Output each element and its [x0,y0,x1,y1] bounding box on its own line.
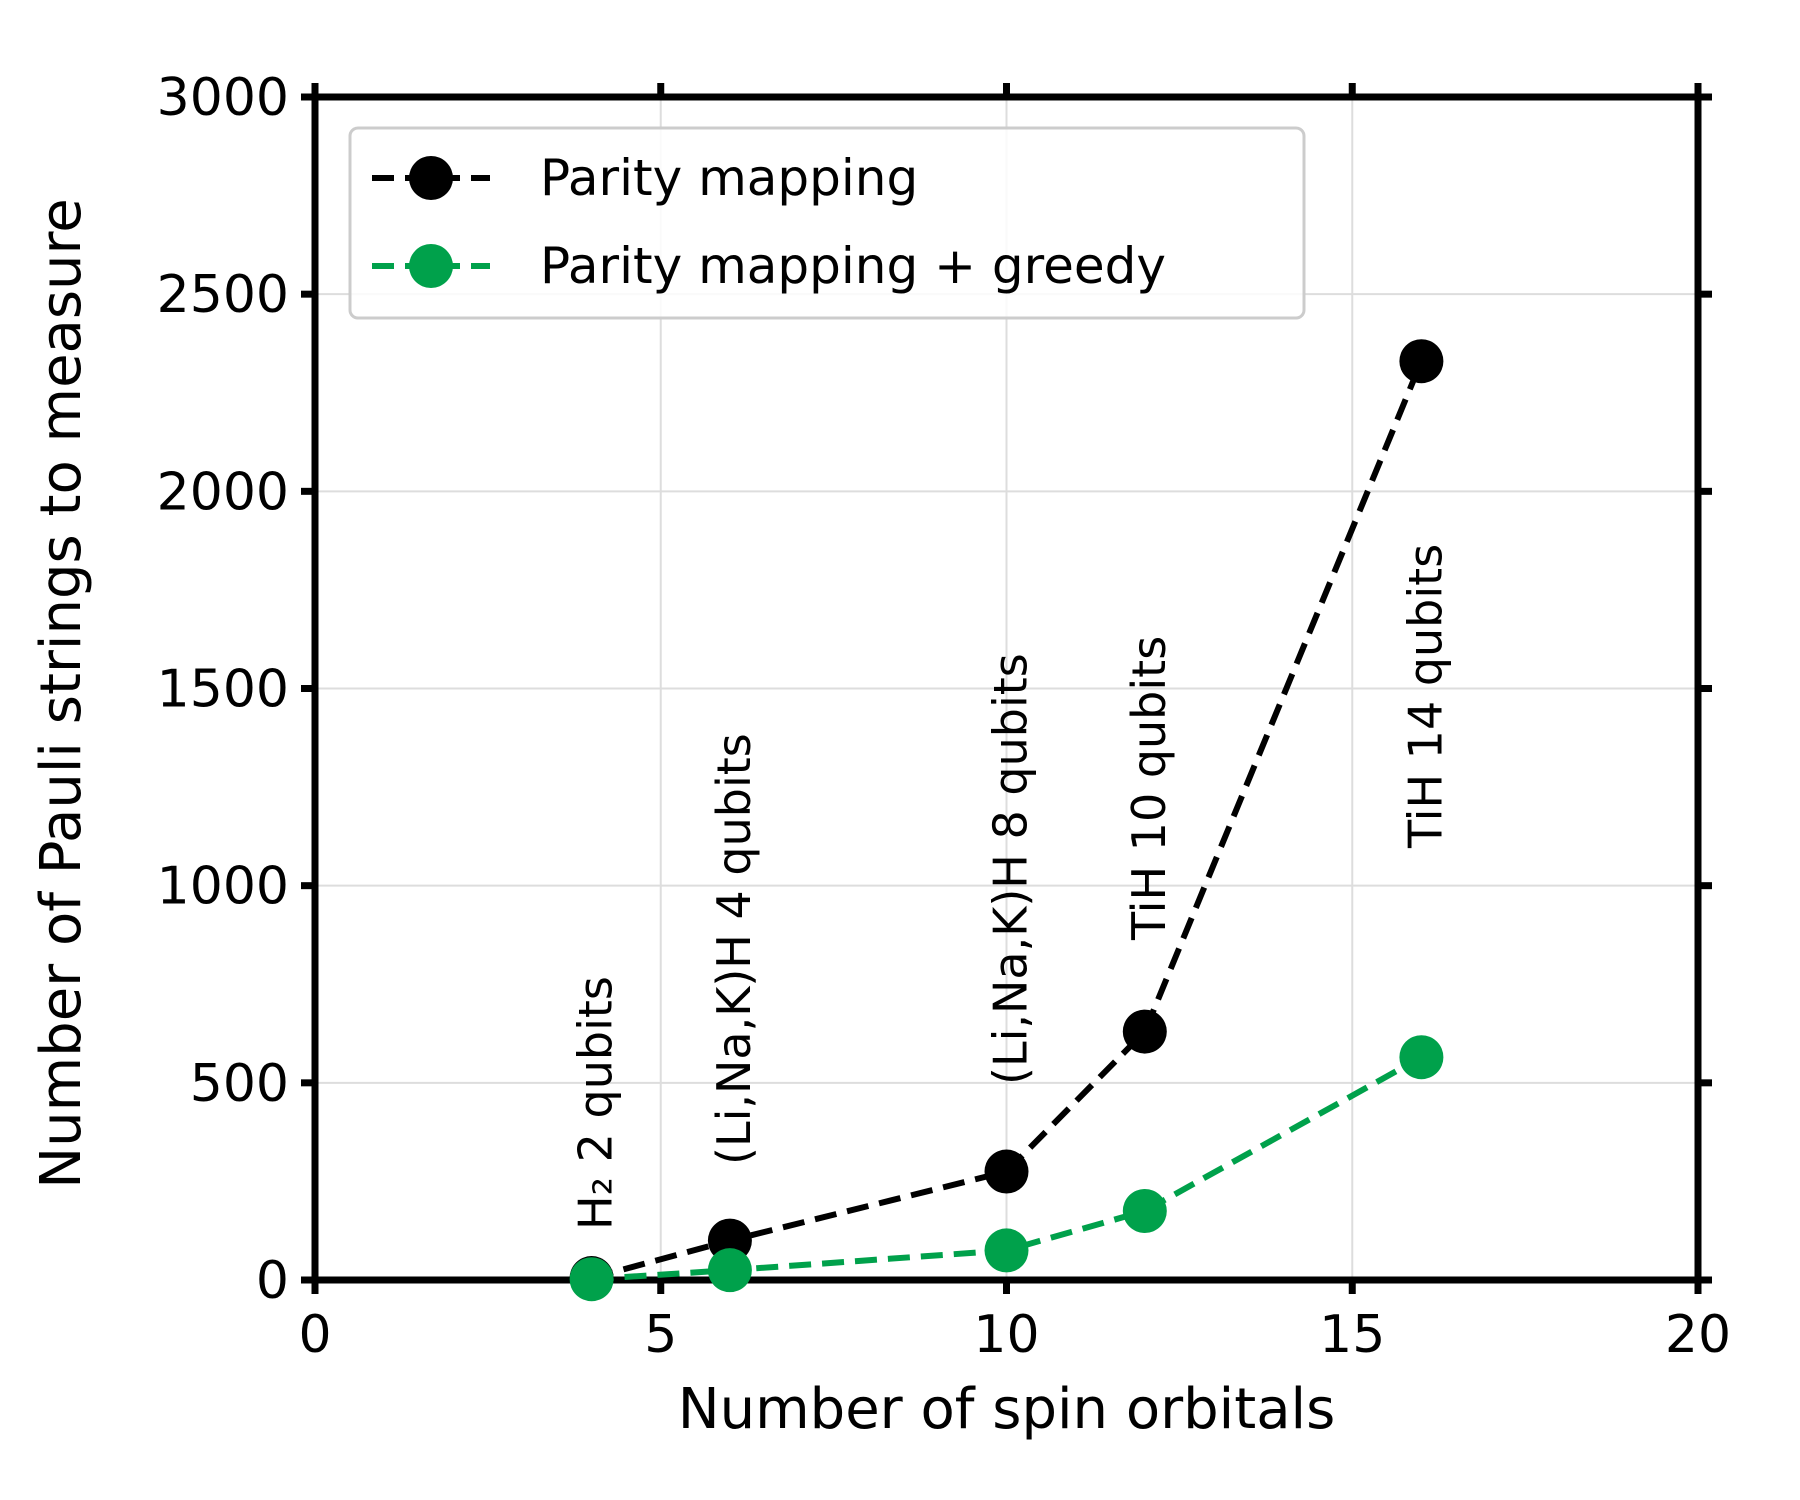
legend-marker [409,244,453,288]
axis-ticks: 0 5 10 15 20 0 500 1000 1500 2000 2500 3000 [157,68,1731,1365]
y-tick-label: 500 [190,1054,289,1114]
annotation-label: (Li,Na,K)H 8 qubits [984,653,1038,1085]
y-tick-label: 3000 [157,68,289,128]
legend-label: Parity mapping + greedy [540,237,1166,295]
legend-marker [409,156,453,200]
annotations: H₂ 2 qubits (Li,Na,K)H 4 qubits (Li,Na,K)H… [569,544,1453,1230]
y-tick-label: 1000 [157,857,289,917]
annotation-label: TiH 14 qubits [1398,544,1452,849]
data-point [984,1149,1029,1194]
y-axis-label: Number of Pauli strings to measure [29,198,94,1189]
y-tick-label: 2500 [157,265,289,325]
legend-box [348,126,1306,320]
legend: Parity mapping Parity mapping + greedy [348,126,1306,320]
annotation-label: (Li,Na,K)H 4 qubits [707,733,761,1165]
x-tick-label: 20 [1665,1305,1731,1365]
series-line-1 [590,360,1425,1281]
data-point [1399,339,1444,384]
data-point [1122,1188,1167,1233]
data-point [707,1248,752,1293]
x-tick-label: 15 [1319,1305,1385,1365]
data-point [1122,1009,1167,1054]
data-point [569,1257,614,1302]
annotation-label: TiH 10 qubits [1122,636,1176,941]
x-tick-label: 10 [973,1305,1039,1365]
x-axis-label: Number of spin orbitals [678,1377,1336,1442]
y-tick-label: 2000 [157,462,289,522]
y-tick-label: 0 [256,1251,289,1311]
x-tick-label: 5 [644,1305,677,1365]
series-points [569,339,1444,1302]
y-tick-label: 1500 [157,660,289,720]
data-point [1399,1035,1444,1080]
legend-label: Parity mapping [540,149,918,207]
data-point [984,1228,1029,1273]
x-tick-label: 0 [298,1305,331,1365]
annotation-label: H₂ 2 qubits [569,976,623,1230]
